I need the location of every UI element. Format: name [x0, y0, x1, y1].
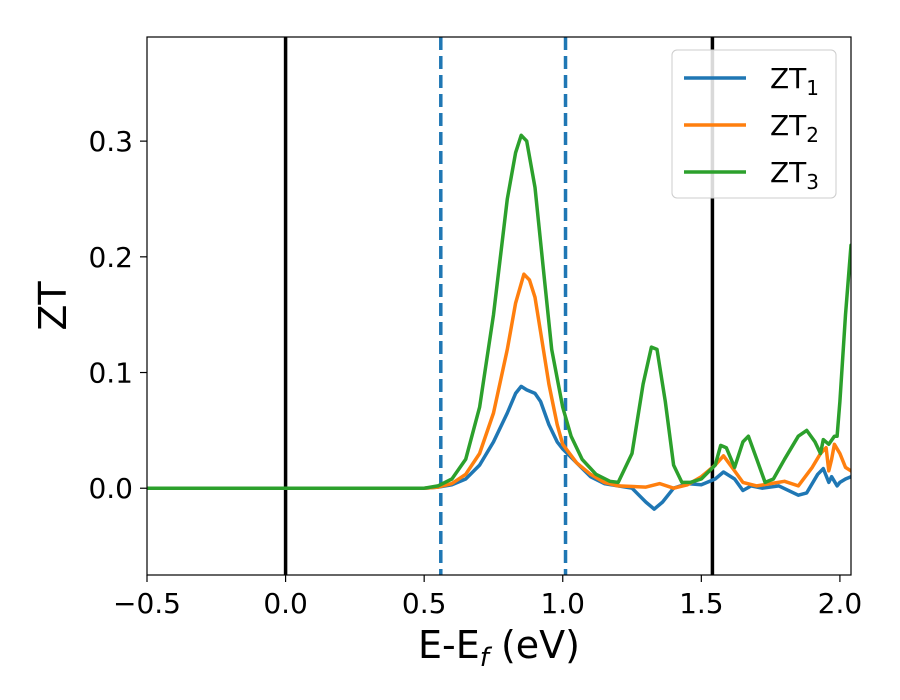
x-tick-label: −0.5 — [113, 587, 181, 620]
x-tick-label: 0.5 — [402, 587, 447, 620]
plot-frame — [146, 36, 852, 576]
legend-box — [671, 49, 837, 199]
legend: ZT1 ZT2 ZT3 — [671, 49, 837, 199]
series-line-zt1 — [147, 384, 851, 511]
x-tick-label: 1.0 — [540, 587, 585, 620]
y-tick-label: 0.1 — [88, 357, 133, 390]
y-axis-ticks: 0.0 0.1 0.2 0.3 — [88, 125, 147, 505]
series-lines — [147, 133, 851, 511]
x-axis-title: E-Ef (eV) — [418, 623, 580, 673]
legend-label-zt1: ZT1 — [770, 62, 819, 100]
x-axis-ticks: −0.5 0.0 0.5 1.0 1.5 2.0 — [113, 575, 862, 620]
y-tick-label: 0.0 — [88, 472, 133, 505]
y-axis-title: ZT — [31, 281, 75, 331]
x-tick-label: 0.0 — [263, 587, 308, 620]
legend-label-zt2: ZT2 — [770, 109, 819, 147]
x-tick-label: 2.0 — [818, 587, 863, 620]
series-line-zt3 — [147, 133, 851, 490]
y-tick-label: 0.2 — [88, 241, 133, 274]
y-tick-label: 0.3 — [88, 125, 133, 158]
legend-label-zt3: ZT3 — [770, 156, 819, 194]
x-tick-label: 1.5 — [679, 587, 724, 620]
